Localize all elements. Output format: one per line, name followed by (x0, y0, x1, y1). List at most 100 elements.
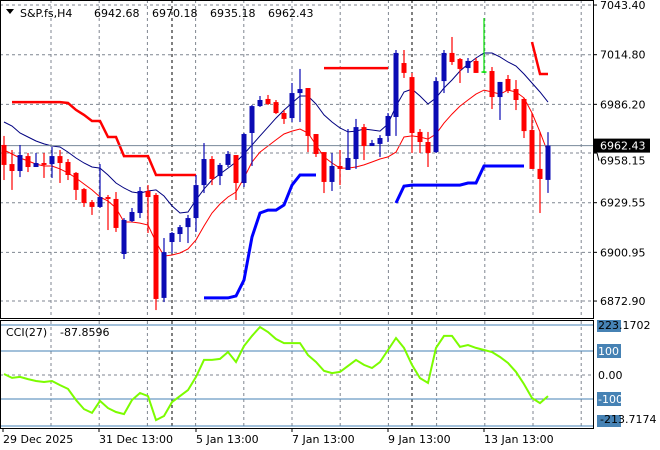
candle-body (161, 252, 167, 298)
candle-body (393, 52, 399, 118)
candle-body (129, 211, 135, 222)
candle-body (513, 89, 519, 100)
cci-line (3, 325, 549, 422)
time-tick-label: 7 Jan 13:00 (292, 433, 355, 446)
candle-body (441, 52, 447, 82)
candle-body (177, 227, 183, 235)
candle-body (249, 106, 255, 133)
candle-body (193, 185, 199, 219)
time-tick-label: 9 Jan 13:00 (388, 433, 451, 446)
candle-body (505, 78, 511, 91)
upper-trailing-stop-line (12, 100, 196, 177)
low-value: 6935.18 (210, 7, 256, 20)
price-tick-label: 6929.55 (600, 197, 646, 210)
price-tick-label: 6958.15 (600, 155, 646, 168)
price-tick-label: 6872.90 (600, 295, 646, 308)
candle-body (121, 219, 127, 254)
candle-body (65, 161, 71, 175)
lower-trailing-stop-line (204, 173, 316, 300)
cci-tick-label: -213.7174 (600, 413, 656, 426)
candle-body (329, 165, 335, 182)
candle-body (209, 159, 215, 179)
candle-body (385, 115, 391, 136)
candle-body (145, 190, 151, 198)
candle-body (449, 52, 455, 62)
cci-value: -87.8596 (60, 326, 109, 339)
candle-body (297, 89, 303, 94)
candle-body (417, 131, 423, 143)
time-tick-label: 29 Dec 2025 (3, 433, 73, 446)
candle-body (281, 113, 287, 119)
candle-body (289, 93, 295, 119)
symbol-label: S&P.fs,H4 (20, 7, 72, 20)
candle-body (433, 81, 439, 153)
cci-level-badge (597, 320, 621, 332)
candle-body (105, 197, 111, 199)
cci-panel-border (0, 320, 594, 429)
candle-body (529, 130, 535, 169)
lower-trailing-stop-line (394, 164, 524, 204)
fast-moving-average-line (3, 89, 549, 257)
candle-body (265, 98, 271, 104)
candle-body (321, 152, 327, 182)
candle-body (233, 155, 239, 183)
candle-body (113, 198, 119, 228)
candle-body (369, 143, 375, 147)
candle-body (465, 60, 471, 69)
time-tick-label: 31 Dec 13:00 (99, 433, 173, 446)
candle-body (241, 134, 247, 183)
candle-body (9, 164, 15, 172)
cci-title: CCI(27) (6, 326, 47, 339)
candle-body (185, 218, 191, 228)
price-tick-label: 7043.40 (600, 0, 646, 12)
time-tick-label: 5 Jan 13:00 (196, 433, 259, 446)
cci-tick-label: 0.00 (598, 369, 623, 382)
price-tick-label: 7014.80 (600, 49, 646, 62)
grid (0, 0, 593, 428)
candle-body (361, 127, 367, 147)
candle-body (313, 134, 319, 154)
candle-body (169, 232, 175, 243)
candle-body (257, 100, 263, 107)
candle-body (337, 165, 343, 169)
collapse-triangle-icon[interactable] (6, 9, 14, 14)
candles (1, 18, 551, 311)
upper-trailing-stop-line (530, 41, 548, 76)
cci-level-badge (597, 392, 621, 406)
cci-tick-label: -100 (598, 393, 623, 406)
candle-body (81, 189, 87, 203)
candle-body (57, 156, 63, 164)
candle-body (153, 194, 159, 299)
main-panel-border (0, 0, 594, 319)
cci-tick-label: 223.1702 (598, 319, 651, 332)
price-tick-label: 6900.95 (600, 246, 646, 259)
candle-body (457, 59, 463, 69)
candle-body (137, 190, 143, 214)
candle-body (201, 159, 207, 186)
candle-body (273, 102, 279, 114)
price-tick-connector (596, 152, 600, 161)
chart-header: S&P.fs,H4 6942.68 6970.18 6935.18 6962.4… (6, 7, 314, 20)
current-price-badge (594, 138, 650, 153)
close-value: 6962.43 (268, 7, 314, 20)
cci-header: CCI(27) -87.8596 (6, 326, 109, 339)
time-tick-label: 13 Jan 13:00 (484, 433, 554, 446)
high-value: 6970.18 (152, 7, 198, 20)
candle-body (497, 81, 503, 98)
candle-body (473, 60, 479, 73)
candle-body (425, 142, 431, 153)
candle-body (25, 156, 31, 168)
candle-body (345, 157, 351, 170)
candle-body (377, 138, 383, 144)
current-price-label: 6962.43 (600, 140, 646, 153)
period-separators (171, 0, 413, 428)
open-value: 6942.68 (94, 7, 140, 20)
candle-body (401, 63, 407, 73)
candle-body (89, 202, 95, 207)
candle-body (409, 77, 415, 133)
candle-body (537, 168, 543, 179)
candle-body (521, 98, 527, 132)
candle-body (217, 164, 223, 177)
candle-body (225, 153, 231, 165)
